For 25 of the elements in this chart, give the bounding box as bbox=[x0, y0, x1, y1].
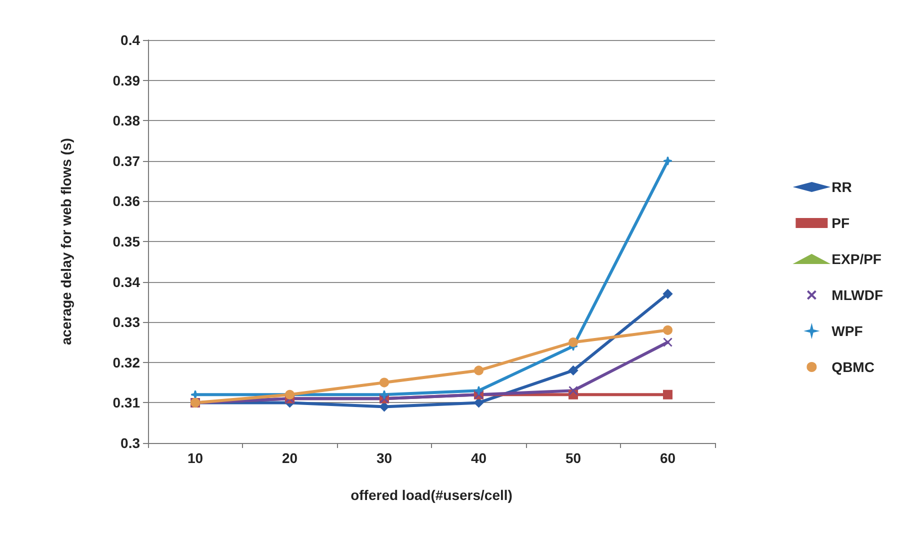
y-tick-label: 0.37 bbox=[112, 152, 140, 169]
x-tick-label: 30 bbox=[376, 450, 392, 466]
y-tick-label: 0.35 bbox=[112, 234, 140, 250]
legend-label: WPF bbox=[832, 323, 864, 339]
x-axis-title: offered load(#users/cell) bbox=[350, 487, 512, 503]
legend-label: QBMC bbox=[832, 359, 874, 375]
y-tick-label: 0.3 bbox=[120, 435, 140, 451]
y-tick-label: 0.39 bbox=[112, 72, 140, 88]
x-tick-label: 40 bbox=[470, 450, 487, 466]
x-tick-label: 10 bbox=[187, 450, 204, 466]
y-tick-label: 0.4 bbox=[120, 32, 140, 48]
y-tick-label: 0.36 bbox=[112, 193, 140, 210]
legend-label: RR bbox=[832, 179, 852, 195]
y-tick-label: 0.31 bbox=[112, 394, 140, 411]
x-tick-label: 50 bbox=[565, 450, 582, 466]
legend-label: PF bbox=[832, 215, 850, 231]
x-tick-label: 20 bbox=[282, 450, 298, 466]
y-tick-label: 0.34 bbox=[112, 274, 140, 290]
y-axis-title: acerage delay for web flows (s) bbox=[58, 138, 74, 345]
y-tick-label: 0.33 bbox=[112, 314, 140, 330]
y-tick-label: 0.32 bbox=[112, 354, 140, 370]
legend-label: EXP/PF bbox=[832, 251, 882, 267]
legend-label: MLWDF bbox=[832, 287, 884, 303]
y-tick-label: 0.38 bbox=[112, 112, 140, 129]
x-tick-label: 60 bbox=[660, 450, 676, 466]
